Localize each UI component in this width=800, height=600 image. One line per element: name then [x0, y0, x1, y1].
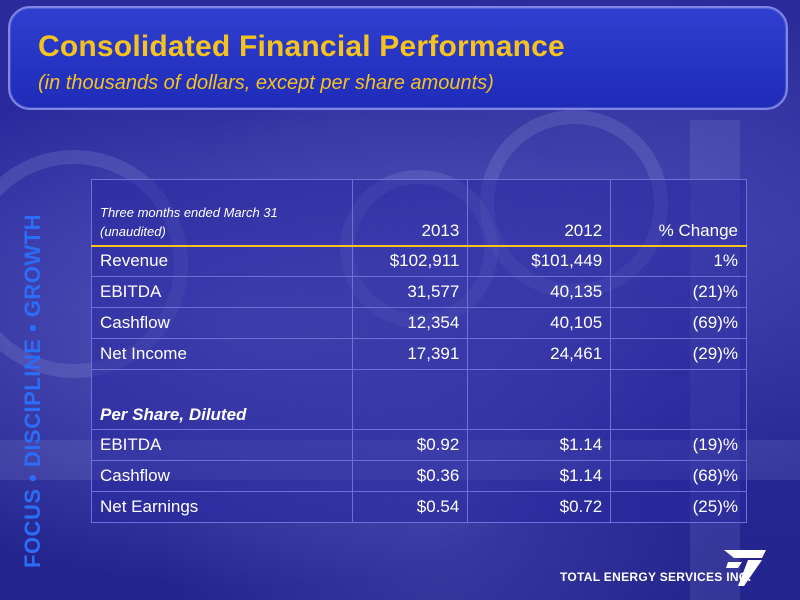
table-row-cashflow: Cashflow 12,354 40,105 (69)%	[90, 307, 747, 339]
header-label-cell: Three months ended March 31 (unaudited)	[90, 179, 354, 247]
cell-2012: 40,135	[467, 276, 612, 308]
empty-cell	[352, 369, 469, 430]
table-row-per-share-net-earnings: Net Earnings $0.54 $0.72 (25)%	[90, 491, 747, 523]
header-label-period: Three months ended March 31	[100, 204, 278, 220]
row-label: Cashflow	[90, 460, 354, 492]
table-row-net-income: Net Income 17,391 24,461 (29)%	[90, 338, 747, 370]
cell-2013: $0.54	[352, 491, 469, 523]
row-label: Cashflow	[90, 307, 354, 339]
table-row-ebitda: EBITDA 31,577 40,135 (21)%	[90, 276, 747, 308]
cell-2012: $0.72	[467, 491, 612, 523]
title-banner: Consolidated Financial Performance (in t…	[8, 6, 788, 110]
table-row-per-share-ebitda: EBITDA $0.92 $1.14 (19)%	[90, 429, 747, 461]
header-label-unaudited: (unaudited)	[100, 223, 166, 239]
cell-2013: 31,577	[352, 276, 469, 308]
cell-2012: $1.14	[467, 460, 612, 492]
cell-change: (21)%	[610, 276, 747, 308]
financial-table: Three months ended March 31 (unaudited) …	[90, 179, 747, 523]
row-label: Net Income	[90, 338, 354, 370]
page-title: Consolidated Financial Performance	[38, 30, 565, 63]
cell-2013: $0.92	[352, 429, 469, 461]
row-label: Net Earnings	[90, 491, 354, 523]
page-subtitle: (in thousands of dollars, except per sha…	[38, 72, 494, 94]
cell-2013: $102,911	[352, 245, 469, 277]
cell-2012: 40,105	[467, 307, 612, 339]
section-label: Per Share, Diluted	[100, 405, 247, 424]
empty-cell	[610, 369, 747, 430]
row-label: Revenue	[90, 245, 354, 277]
cell-2012: 24,461	[467, 338, 612, 370]
section-label-cell: Per Share, Diluted	[90, 369, 354, 430]
column-header-change: % Change	[610, 179, 747, 247]
cell-change: 1%	[610, 245, 747, 277]
empty-cell	[467, 369, 612, 430]
cell-change: (69)%	[610, 307, 747, 339]
table-header-row: Three months ended March 31 (unaudited) …	[90, 179, 747, 247]
cell-change: (68)%	[610, 460, 747, 492]
cell-2012: $101,449	[467, 245, 612, 277]
cell-change: (25)%	[610, 491, 747, 523]
cell-change: (29)%	[610, 338, 747, 370]
table-row-revenue: Revenue $102,911 $101,449 1%	[90, 245, 747, 277]
table-section-row: Per Share, Diluted	[90, 369, 747, 430]
row-label: EBITDA	[90, 429, 354, 461]
table-row-per-share-cashflow: Cashflow $0.36 $1.14 (68)%	[90, 460, 747, 492]
cell-2013: $0.36	[352, 460, 469, 492]
cell-change: (19)%	[610, 429, 747, 461]
row-label: EBITDA	[90, 276, 354, 308]
column-header-2012: 2012	[467, 179, 612, 247]
cell-2013: 17,391	[352, 338, 469, 370]
cell-2013: 12,354	[352, 307, 469, 339]
company-name: TOTAL ENERGY SERVICES INC.	[560, 570, 752, 584]
company-logo-icon	[724, 550, 766, 586]
column-header-2013: 2013	[352, 179, 469, 247]
cell-2012: $1.14	[467, 429, 612, 461]
side-banner-text: FOCUS • DISCIPLINE • GROWTH	[20, 213, 45, 568]
